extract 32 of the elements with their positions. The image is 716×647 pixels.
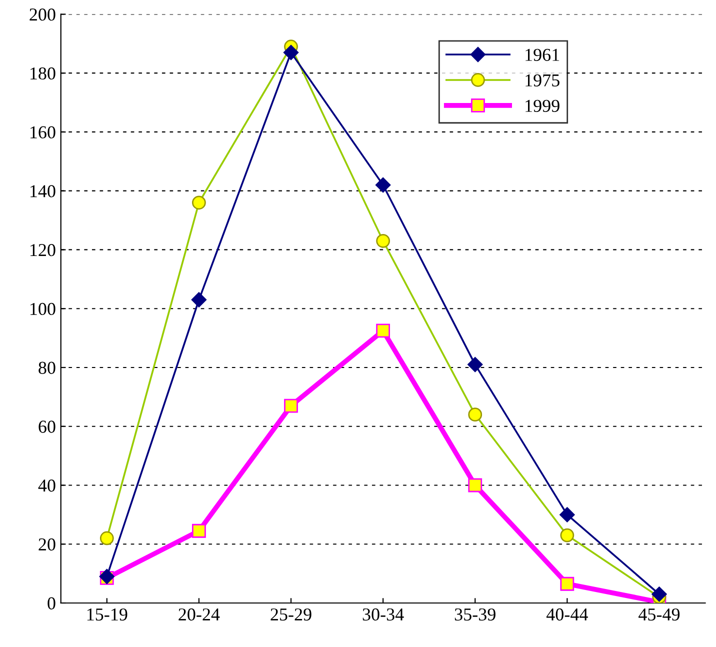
point: [376, 324, 390, 338]
point: [468, 478, 482, 492]
x-tick-label: 45-49: [638, 608, 680, 621]
y-tick-label: 100: [30, 302, 56, 316]
point: [375, 177, 391, 193]
point: [652, 586, 667, 602]
x-tick-label: 15-19: [87, 608, 128, 621]
y-tick-label: 140: [30, 185, 56, 198]
point: [560, 507, 575, 522]
x-tick-label: 30-34: [362, 608, 404, 621]
y-tick-label: 20: [38, 538, 56, 551]
y-tick-label: 180: [30, 67, 56, 80]
point: [468, 356, 483, 372]
x-tick-label: 40-44: [546, 608, 588, 621]
x-tick-label: 20-24: [178, 608, 220, 621]
point: [284, 398, 298, 413]
y-tick-label: 40: [38, 480, 56, 492]
legend-label: 1999: [526, 100, 560, 112]
point: [560, 576, 574, 591]
y-tick-label: 200: [30, 8, 56, 21]
point: [192, 524, 206, 538]
point: [283, 44, 299, 60]
x-tick-label: 35-39: [454, 608, 496, 621]
y-tick-label: 120: [30, 244, 56, 256]
x-tick-label: 25-29: [270, 608, 312, 621]
y-tick-label: 160: [30, 126, 56, 138]
legend-label: 1975: [526, 74, 560, 86]
y-tick-label: 0: [48, 597, 56, 610]
y-tick-label: 80: [38, 362, 56, 374]
point: [191, 292, 207, 308]
legend-label: 1961: [526, 48, 560, 61]
y-tick-label: 60: [38, 420, 56, 433]
